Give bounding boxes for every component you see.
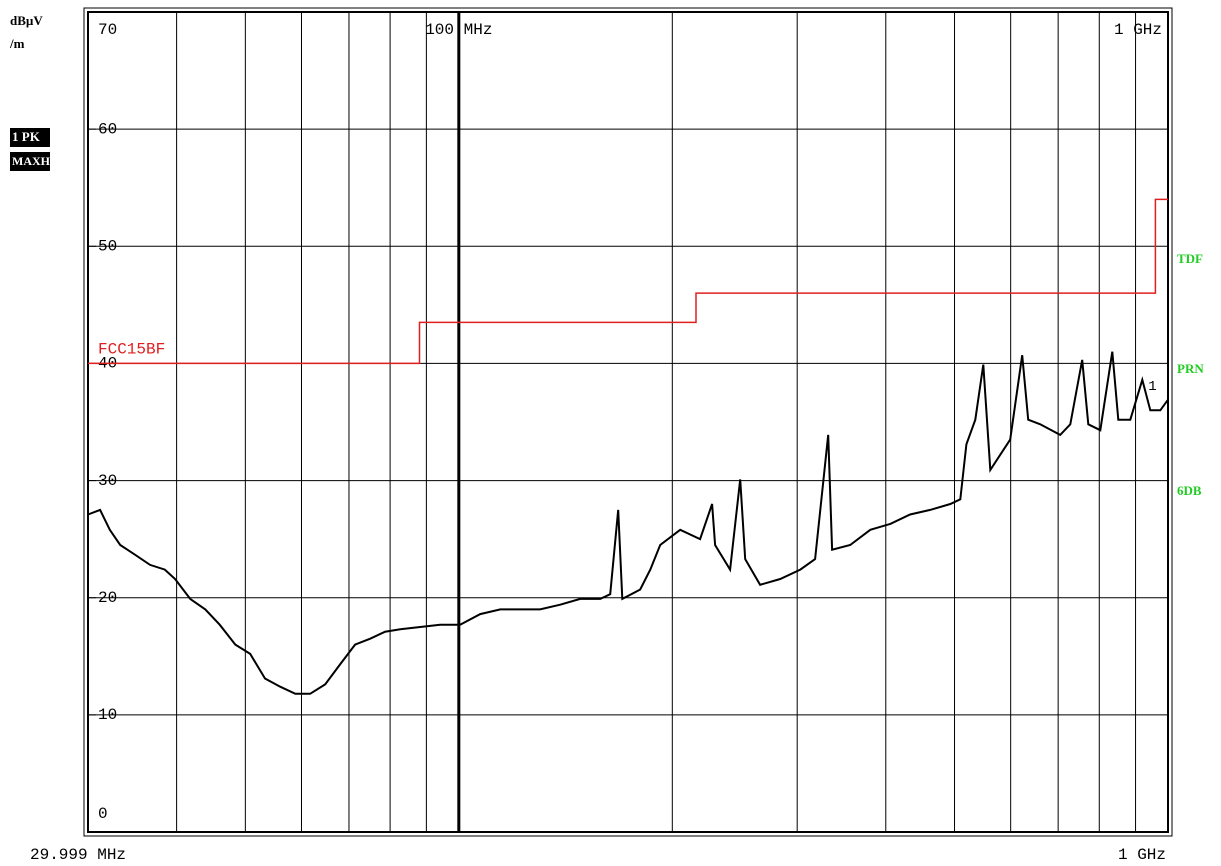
plot-frame <box>83 7 1173 837</box>
limit-line <box>88 198 1168 365</box>
side-label: PRN <box>1177 361 1204 376</box>
y-tick-label: 10 <box>98 706 117 724</box>
y-tick-label: 20 <box>98 589 117 607</box>
y-tick-label: 0 <box>98 805 108 823</box>
y-tick-label: 50 <box>98 238 117 256</box>
y-unit: dBµV <box>10 13 43 28</box>
y-unit: /m <box>9 36 25 51</box>
trace-badge <box>10 152 50 171</box>
y-tick-label: 60 <box>98 120 117 138</box>
trace-label: 1 PK <box>12 129 41 144</box>
side-label: 6DB <box>1177 483 1202 498</box>
y-tick-label: 30 <box>98 472 117 490</box>
y-tick-label: 70 <box>98 21 117 39</box>
x-tick-label: 1 GHz <box>1114 21 1162 39</box>
x-start-label: 29.999 MHz <box>30 846 126 864</box>
trace <box>87 351 1169 695</box>
x-end-label: 1 GHz <box>1118 846 1166 864</box>
trace-label: MAXH <box>12 154 51 168</box>
marker-label: 1 <box>1148 379 1156 395</box>
x-tick-label: 100 MHz <box>425 21 492 39</box>
side-label: TDF <box>1177 251 1203 266</box>
plot-frame <box>87 11 1169 833</box>
limit-label: FCC15BF <box>98 341 165 359</box>
trace-badge <box>10 128 50 147</box>
